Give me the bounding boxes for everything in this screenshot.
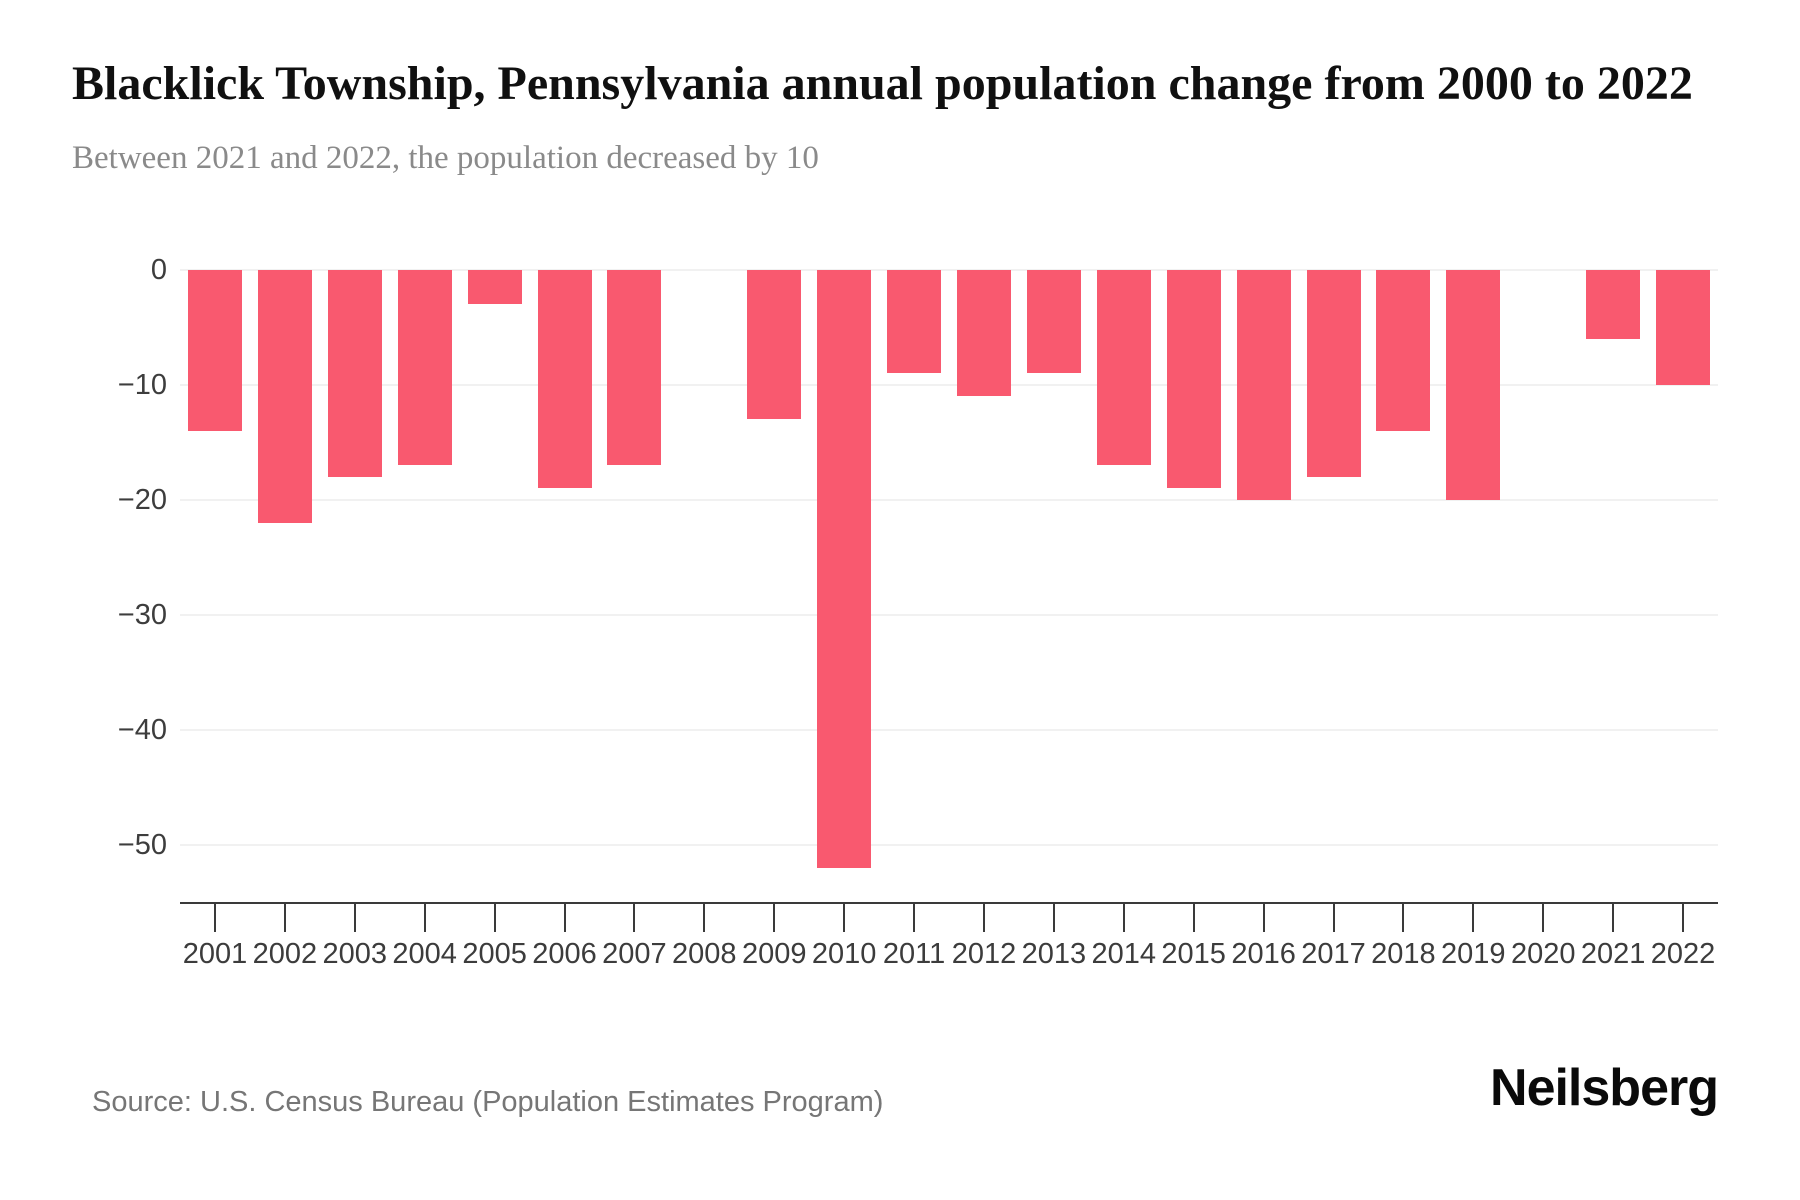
x-axis-tick (423, 904, 426, 932)
bar-2010[interactable] (817, 270, 872, 868)
y-axis-label: −50 (117, 828, 167, 861)
bar-2019[interactable] (1446, 270, 1501, 500)
x-axis-tick (563, 904, 566, 932)
gridline--10 (180, 383, 1718, 386)
x-axis-label-2019: 2019 (1441, 938, 1506, 970)
x-axis-tick (1472, 904, 1475, 932)
x-axis-label-2007: 2007 (602, 938, 667, 970)
bar-2005[interactable] (467, 270, 522, 305)
neilsberg-logo: Neilsberg (1490, 1059, 1719, 1117)
bar-2011[interactable] (887, 270, 942, 374)
x-axis-tick (1612, 904, 1615, 932)
gridline--50 (180, 843, 1718, 846)
x-axis-tick (843, 904, 846, 932)
x-axis-tick (1332, 904, 1335, 932)
y-axis-label: 0 (150, 254, 167, 286)
x-axis-label-2005: 2005 (462, 938, 527, 970)
chart-subtitle: Between 2021 and 2022, the population de… (72, 140, 819, 176)
bar-2016[interactable] (1236, 270, 1291, 500)
bar-2021[interactable] (1586, 270, 1641, 339)
x-axis-tick (283, 904, 286, 932)
x-axis-label-2020: 2020 (1510, 938, 1576, 970)
bar-2017[interactable] (1306, 270, 1361, 477)
x-axis-tick (773, 904, 776, 932)
x-axis-tick (353, 904, 356, 932)
x-axis-label-2017: 2017 (1301, 938, 1366, 970)
bar-2006[interactable] (537, 270, 592, 489)
x-axis-tick (1192, 904, 1195, 932)
gridline--20 (180, 498, 1718, 501)
y-axis-label: −20 (117, 483, 167, 516)
x-axis-label-2012: 2012 (951, 938, 1017, 970)
x-axis-label-2013: 2013 (1021, 938, 1087, 970)
bar-2015[interactable] (1166, 270, 1221, 489)
bar-2004[interactable] (397, 270, 452, 466)
x-axis-tick (493, 904, 496, 932)
bar-2014[interactable] (1096, 270, 1151, 466)
x-axis-tick (913, 904, 916, 932)
x-axis-tick (703, 904, 706, 932)
x-axis-tick (1402, 904, 1405, 932)
bar-2001[interactable] (187, 270, 242, 431)
chart-title: Blacklick Township, Pennsylvania annual … (72, 57, 1693, 110)
x-axis-label-2010: 2010 (811, 938, 877, 970)
bar-2012[interactable] (956, 270, 1011, 397)
bar-2022[interactable] (1656, 270, 1711, 385)
x-axis-label-2011: 2011 (882, 938, 946, 970)
x-axis-label-2002: 2002 (252, 938, 318, 970)
bar-2018[interactable] (1376, 270, 1431, 431)
bar-2013[interactable] (1026, 270, 1081, 374)
gridline--30 (180, 613, 1718, 616)
bar-2009[interactable] (747, 270, 802, 420)
gridline--40 (180, 728, 1718, 731)
bar-chart-plot-area: 0 −10 −20 −30 −40 −50 2001 2002 2003 2004 2005 2006… (117, 254, 1718, 970)
x-axis-label-2008: 2008 (672, 938, 737, 970)
x-axis-tick (1542, 904, 1545, 932)
x-axis-tick (1122, 904, 1125, 932)
x-axis-label-2021: 2021 (1580, 938, 1646, 970)
y-axis-label: −40 (117, 713, 167, 746)
y-axis-label: −10 (117, 368, 167, 401)
x-axis-tick (982, 904, 985, 932)
x-axis-label-2015: 2015 (1161, 938, 1226, 970)
x-axis-label-2022: 2022 (1650, 938, 1716, 970)
x-axis-label-2014: 2014 (1091, 938, 1157, 970)
y-axis-label: −30 (117, 598, 167, 631)
x-axis-tick (213, 904, 216, 932)
source-attribution: Source: U.S. Census Bureau (Population E… (92, 1086, 884, 1118)
x-axis-tick (1052, 904, 1055, 932)
x-axis-label-2018: 2018 (1371, 938, 1436, 970)
gridline-0 (180, 269, 1718, 271)
bar-2002[interactable] (257, 270, 312, 523)
x-axis-tick (633, 904, 636, 932)
x-axis-tick (1262, 904, 1265, 932)
bar-2007[interactable] (607, 270, 662, 466)
x-axis-label-2016: 2016 (1231, 938, 1296, 970)
x-axis-label-2004: 2004 (392, 938, 457, 970)
x-axis-label-2003: 2003 (322, 938, 388, 970)
x-axis-label-2001: 2001 (182, 938, 248, 970)
x-axis-label-2009: 2009 (741, 938, 807, 970)
x-axis-tick (1682, 904, 1685, 932)
x-axis-label-2006: 2006 (532, 938, 597, 970)
x-axis-line (180, 902, 1718, 904)
bar-2003[interactable] (327, 270, 382, 477)
